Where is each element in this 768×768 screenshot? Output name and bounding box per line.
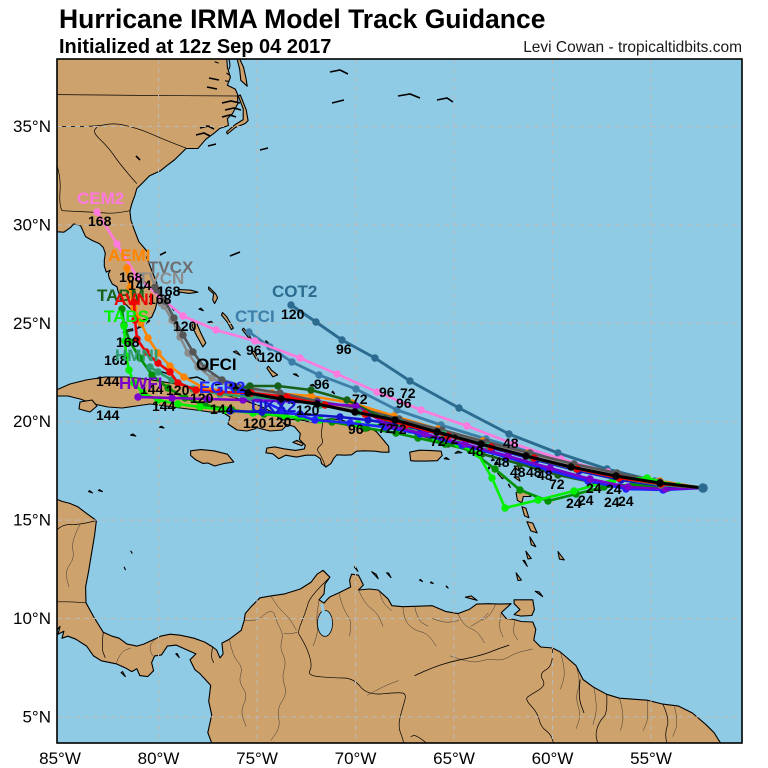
svg-text:Initialized at 12z Sep 04 2017: Initialized at 12z Sep 04 2017 bbox=[59, 36, 331, 58]
svg-text:48: 48 bbox=[510, 464, 526, 480]
svg-text:168: 168 bbox=[88, 213, 112, 229]
svg-text:120: 120 bbox=[166, 382, 190, 398]
svg-text:25°N: 25°N bbox=[13, 314, 51, 333]
svg-text:CEM2: CEM2 bbox=[77, 189, 124, 208]
svg-text:48: 48 bbox=[494, 454, 510, 470]
svg-text:144: 144 bbox=[96, 407, 120, 423]
svg-text:80°W: 80°W bbox=[138, 749, 180, 768]
svg-text:24: 24 bbox=[604, 494, 620, 510]
svg-text:144: 144 bbox=[96, 373, 120, 389]
svg-text:168: 168 bbox=[119, 269, 143, 285]
svg-text:168: 168 bbox=[116, 334, 140, 350]
svg-text:Levi Cowan - tropicaltidbits.c: Levi Cowan - tropicaltidbits.com bbox=[523, 39, 742, 56]
svg-text:85°W: 85°W bbox=[39, 749, 81, 768]
svg-text:72: 72 bbox=[430, 433, 446, 449]
svg-text:15°N: 15°N bbox=[13, 511, 51, 530]
svg-text:35°N: 35°N bbox=[13, 117, 51, 136]
svg-text:120: 120 bbox=[173, 318, 197, 334]
svg-text:120: 120 bbox=[243, 415, 267, 431]
svg-text:55°W: 55°W bbox=[630, 749, 672, 768]
svg-text:48: 48 bbox=[526, 464, 542, 480]
svg-text:HMNI: HMNI bbox=[115, 346, 158, 365]
svg-text:20°N: 20°N bbox=[13, 412, 51, 431]
svg-text:10°N: 10°N bbox=[13, 609, 51, 628]
svg-text:TABS: TABS bbox=[104, 307, 149, 326]
svg-text:96: 96 bbox=[246, 342, 262, 358]
svg-text:120: 120 bbox=[190, 390, 214, 406]
svg-text:CTCI: CTCI bbox=[235, 307, 275, 326]
svg-text:96: 96 bbox=[379, 384, 395, 400]
svg-text:96: 96 bbox=[348, 421, 364, 437]
svg-text:168: 168 bbox=[104, 352, 128, 368]
svg-text:168: 168 bbox=[148, 291, 172, 307]
svg-text:72: 72 bbox=[391, 421, 407, 437]
svg-text:TVCX: TVCX bbox=[148, 258, 194, 277]
svg-text:96: 96 bbox=[314, 376, 330, 392]
svg-text:144: 144 bbox=[210, 401, 234, 417]
svg-text:24: 24 bbox=[606, 481, 622, 497]
svg-text:144: 144 bbox=[128, 277, 152, 293]
svg-text:168: 168 bbox=[157, 283, 181, 299]
svg-text:48: 48 bbox=[468, 443, 484, 459]
svg-text:24: 24 bbox=[566, 495, 582, 511]
svg-text:72: 72 bbox=[400, 385, 416, 401]
svg-text:72: 72 bbox=[352, 391, 368, 407]
svg-text:TVCN: TVCN bbox=[138, 269, 184, 288]
svg-text:OFCI: OFCI bbox=[196, 355, 237, 374]
svg-text:72: 72 bbox=[378, 420, 394, 436]
svg-text:24: 24 bbox=[618, 493, 634, 509]
svg-text:72: 72 bbox=[549, 476, 565, 492]
svg-text:48: 48 bbox=[503, 435, 519, 451]
svg-text:144: 144 bbox=[152, 398, 176, 414]
svg-text:144: 144 bbox=[140, 381, 164, 397]
svg-text:TABM: TABM bbox=[97, 286, 145, 305]
svg-text:24: 24 bbox=[578, 492, 594, 508]
svg-text:COT2: COT2 bbox=[272, 282, 317, 301]
svg-text:75°W: 75°W bbox=[236, 749, 278, 768]
svg-text:120: 120 bbox=[296, 402, 320, 418]
svg-text:24: 24 bbox=[586, 480, 602, 496]
svg-text:120: 120 bbox=[268, 414, 292, 430]
svg-text:96: 96 bbox=[336, 341, 352, 357]
svg-text:HWFI: HWFI bbox=[119, 374, 162, 393]
svg-text:96: 96 bbox=[396, 395, 412, 411]
svg-text:5°N: 5°N bbox=[22, 707, 51, 726]
svg-text:30°N: 30°N bbox=[13, 215, 51, 234]
svg-text:Hurricane IRMA Model Track Gui: Hurricane IRMA Model Track Guidance bbox=[59, 4, 545, 34]
svg-text:EGR2: EGR2 bbox=[199, 378, 245, 397]
svg-text:120: 120 bbox=[281, 306, 305, 322]
svg-text:65°W: 65°W bbox=[433, 749, 475, 768]
svg-text:48: 48 bbox=[537, 467, 553, 483]
svg-text:72: 72 bbox=[443, 431, 459, 447]
svg-text:120: 120 bbox=[259, 349, 283, 365]
svg-text:60°W: 60°W bbox=[532, 749, 574, 768]
svg-text:AVNI: AVNI bbox=[114, 290, 153, 309]
svg-text:UKX2: UKX2 bbox=[251, 397, 296, 416]
svg-text:AEMI: AEMI bbox=[108, 246, 151, 265]
svg-text:70°W: 70°W bbox=[335, 749, 377, 768]
